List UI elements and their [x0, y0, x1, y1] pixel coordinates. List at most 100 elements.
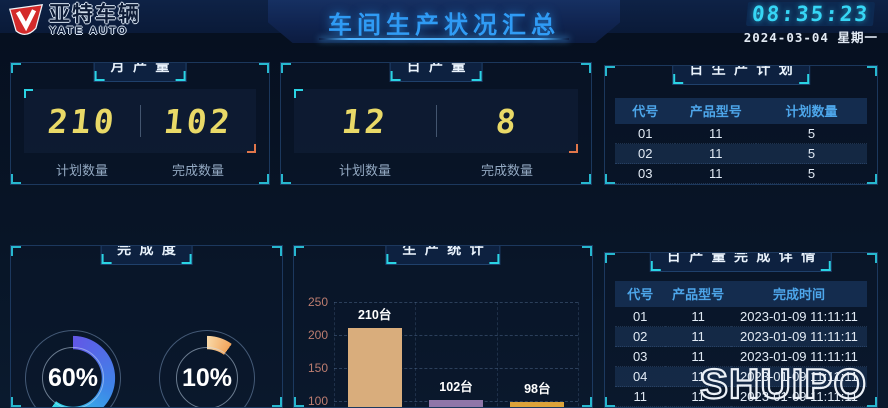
cell-code: 03: [632, 349, 648, 364]
daily-planned-label: 计划数量: [338, 163, 391, 178]
panel-plan-title-box: 日生产计划: [672, 65, 810, 85]
watermark-text: SHUIPO: [700, 360, 867, 407]
bar-value-label: 102台: [439, 379, 473, 394]
panel-production-stats: 生产统计 250 200 150 100 210台 102台 98台: [293, 245, 593, 408]
gridline-vertical: [415, 302, 417, 407]
cell-code: 11: [633, 389, 647, 404]
header-title-band: [268, 0, 620, 43]
panel-detail-title-box: 日产量完成详情: [649, 252, 833, 272]
bar-group: 102台: [415, 302, 496, 407]
daily-completed-value: 8: [493, 101, 521, 141]
company-logo: 亚特车辆 YATE AUTO: [8, 3, 141, 39]
cell-code: 01: [638, 126, 653, 141]
y-axis-tick: 250: [307, 295, 328, 309]
cell-time: 2023-01-09 11:11:11: [740, 349, 858, 364]
table-row: 05 11 2023-01-09 11:11:11: [615, 406, 867, 407]
panel-stats-title-box: 生产统计: [385, 245, 501, 265]
cell-model: 11: [675, 183, 757, 184]
table-row: 04 11 5: [615, 183, 867, 184]
panel-detail-title: 日产量完成详情: [666, 252, 824, 264]
gridline-vertical: [496, 302, 498, 407]
col-header-finish-time: 完成时间: [730, 281, 867, 307]
table-row: 01 11 5: [615, 124, 867, 144]
y-axis-tick: 200: [307, 328, 328, 342]
cell-time: 2023-01-09 11:11:11: [740, 309, 858, 324]
bar-value-label: 98台: [524, 382, 551, 397]
monthly-planned-label: 计划数量: [55, 163, 108, 178]
monthly-completed-value-wrap: 102: [140, 89, 256, 153]
cell-qty: 5: [807, 166, 816, 181]
panel-monthly-output: 月产量 210 102 计划数量 完成数量: [10, 62, 270, 185]
table-header-row: 代号 产品型号 计划数量: [615, 98, 867, 124]
cell-code: 04: [615, 366, 666, 387]
gridline-horizontal: [334, 302, 578, 303]
panel-plan-title: 日生产计划: [689, 65, 802, 77]
panel-daily-plan: 日生产计划 代号 产品型号 计划数量 01 11 5 02 11 5 03: [604, 65, 878, 185]
panel-stats-title: 生产统计: [402, 245, 492, 257]
title-underline: [319, 38, 569, 40]
cell-time: 2023-01-09 11:11:11: [730, 326, 867, 347]
monthly-labels: 计划数量 完成数量: [24, 160, 256, 179]
clock-time: 08:35:23: [746, 2, 876, 26]
bar-slots: 210台 102台 98台: [334, 302, 578, 407]
cell-code: 01: [632, 309, 648, 324]
cell-code: 02: [615, 143, 676, 164]
table-row: 11 11 2023-01-09 11:11:11: [615, 387, 867, 407]
daily-plan-table: 代号 产品型号 计划数量 01 11 5 02 11 5 03 11 5 0: [615, 98, 867, 184]
y-axis-tick: 100: [307, 394, 328, 408]
gridline-horizontal: [334, 335, 578, 336]
cell-code: 03: [638, 166, 653, 181]
cell-model: 11: [665, 366, 731, 387]
col-header-planned-qty: 计划数量: [756, 98, 867, 124]
donut-percent-label: 10%: [181, 363, 233, 392]
col-header-model: 产品型号: [665, 281, 731, 307]
bar-group: 210台: [334, 302, 415, 407]
daily-number-display: 12 8: [294, 89, 578, 153]
cell-code: 05: [615, 406, 666, 407]
monthly-planned-value: 210: [45, 101, 119, 141]
bar: [428, 399, 483, 407]
bar-group: 98台: [497, 302, 578, 407]
cell-time: 2023-01-09 11:11:11: [730, 366, 867, 387]
panel-completion-title-box: 完成度: [100, 245, 193, 265]
col-header-model: 产品型号: [675, 98, 757, 124]
header-wing-left: [0, 0, 296, 33]
page-title: 车间生产状况汇总: [328, 12, 560, 39]
brand-name-en: YATE AUTO: [49, 25, 129, 38]
daily-completion-table: 代号 产品型号 完成时间 01 11 2023-01-09 11:11:11 0…: [615, 281, 867, 407]
cell-model: 11: [691, 309, 705, 324]
panel-completion: 完成度 60% 10%: [10, 245, 283, 408]
table-row: 02 11 5: [615, 143, 867, 164]
panel-completion-title: 完成度: [117, 245, 185, 257]
clock-date: 2024-03-04 星期一: [743, 30, 878, 45]
monthly-planned-value-wrap: 210: [24, 89, 140, 153]
panel-daily-title-box: 日产量: [389, 63, 483, 82]
bar-chart: 250 200 150 100 210台 102台 98台: [308, 295, 579, 407]
brand-text: 亚特车辆 YATE AUTO: [49, 4, 141, 38]
shuipo-watermark: SHUIPO: [699, 360, 867, 408]
cell-qty: 5: [807, 126, 816, 141]
display-divider: [140, 105, 141, 137]
table-row: 03 11 5: [615, 164, 867, 184]
monthly-number-display: 210 102: [24, 89, 256, 153]
bar: [510, 402, 565, 407]
cell-model: 11: [709, 166, 723, 181]
cell-model: 11: [691, 349, 705, 364]
panel-daily-output: 日产量 12 8 计划数量 完成数量: [280, 62, 592, 185]
cell-code: 04: [615, 183, 676, 184]
gridline-vertical: [334, 302, 335, 407]
cell-model: 11: [709, 126, 723, 141]
daily-planned-value: 12: [340, 101, 390, 141]
cell-model: 11: [691, 389, 705, 404]
table-row: 03 11 2023-01-09 11:11:11: [615, 347, 867, 367]
cell-qty: 5: [756, 183, 867, 184]
bar: [347, 328, 402, 407]
cell-model: 11: [665, 326, 731, 347]
brand-name-cn: 亚特车辆: [49, 3, 141, 27]
yate-logo-icon: [8, 4, 44, 35]
cell-model: 11: [675, 143, 757, 164]
donut-percent-label: 60%: [47, 363, 99, 392]
cell-model: 11: [665, 406, 731, 407]
panel-monthly-title-box: 月产量: [93, 63, 187, 82]
cell-time: 2023-01-09 11:11:11: [740, 389, 858, 404]
